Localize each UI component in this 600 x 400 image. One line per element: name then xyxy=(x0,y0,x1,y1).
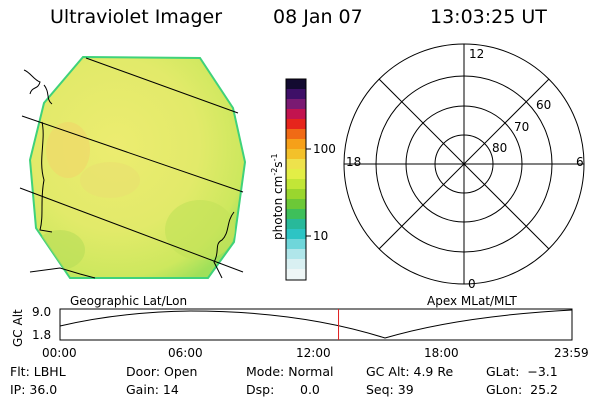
ytick-1-8: 1.8 xyxy=(32,328,52,342)
mlt-label-12: 12 xyxy=(469,47,485,61)
polar-mlat-mlt-plot xyxy=(343,43,585,285)
seq-info: Seq: 39 xyxy=(366,382,414,397)
colorbar-unit-label: photon cm-2s-1 xyxy=(270,153,285,240)
mode-info: Mode: Normal xyxy=(246,364,334,379)
unit-sup-1: -2 xyxy=(270,167,279,176)
geographic-lat-lon-label: Geographic Lat/Lon xyxy=(70,294,188,308)
xtick-0000: 00:00 xyxy=(42,346,77,360)
colorbar-tick-100: 100 xyxy=(313,142,336,156)
xtick-2359: 23:59 xyxy=(554,346,589,360)
mlat-label-70: 70 xyxy=(514,120,530,134)
color-scale-bar xyxy=(285,78,311,281)
instrument-title: Ultraviolet Imager xyxy=(50,6,223,28)
mlat-label-80: 80 xyxy=(492,141,508,155)
glon-info: GLon: 25.2 xyxy=(486,382,558,397)
uv-globe-image xyxy=(19,55,247,279)
gc-alt-info: GC Alt: 4.9 Re xyxy=(366,364,454,379)
orbit-altitude-plot xyxy=(59,308,573,341)
dsp-label: Dsp: xyxy=(246,382,275,397)
dsp-value: 0.0 xyxy=(300,382,320,397)
filter-info: Flt: LBHL xyxy=(10,364,66,379)
unit-text-s: s xyxy=(271,161,285,168)
colorbar-tick-10: 10 xyxy=(313,229,329,243)
mlt-label-18: 18 xyxy=(346,155,362,169)
xtick-0600: 06:00 xyxy=(168,346,203,360)
ytick-9-0: 9.0 xyxy=(32,305,52,319)
mlt-label-0: 0 xyxy=(468,277,476,291)
mlat-label-60: 60 xyxy=(536,98,552,112)
glat-info: GLat: −3.1 xyxy=(486,364,558,379)
door-info: Door: Open xyxy=(126,364,198,379)
xtick-1200: 12:00 xyxy=(296,346,331,360)
image-date: 08 Jan 07 xyxy=(273,6,363,28)
xtick-1800: 18:00 xyxy=(424,346,459,360)
unit-text: photon cm xyxy=(271,175,285,240)
ip-info: IP: 36.0 xyxy=(10,382,58,397)
unit-sup-2: -1 xyxy=(270,153,279,162)
gc-alt-axis-label: GC Alt xyxy=(11,309,25,347)
gain-info: Gain: 14 xyxy=(126,382,179,397)
image-time: 13:03:25 UT xyxy=(430,6,547,28)
mlt-label-6: 6 xyxy=(576,155,584,169)
apex-mlat-mlt-label: Apex MLat/MLT xyxy=(427,294,517,308)
